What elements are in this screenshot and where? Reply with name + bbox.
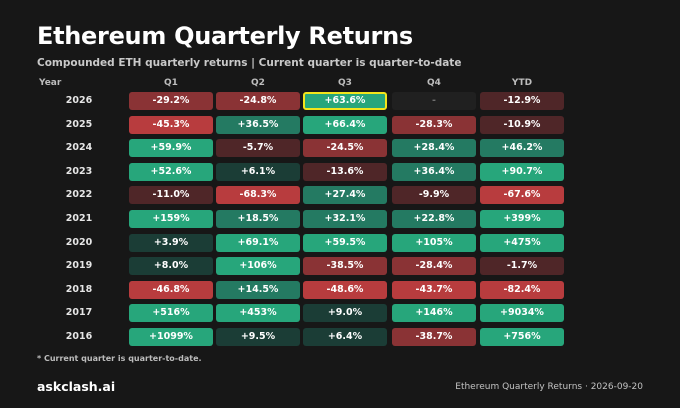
column-header-ytd: YTD bbox=[511, 78, 533, 88]
footnote: * Current quarter is quarter-to-date. bbox=[37, 354, 202, 363]
year-label: 2022 bbox=[65, 189, 93, 201]
table-row: 2019 +8.0% +106% -38.5% -28.4% -1.7% bbox=[34, 255, 650, 279]
return-cell-2017-q4: +146% bbox=[392, 304, 476, 323]
return-cell-2026-q2: -24.8% bbox=[216, 92, 300, 110]
return-cell-2017-q1: +516% bbox=[129, 304, 213, 323]
return-cell-2018-q4: -43.7% bbox=[392, 280, 476, 299]
page-subtitle: Compounded ETH quarterly returns | Curre… bbox=[37, 57, 462, 69]
return-cell-2024-ytd: +46.2% bbox=[480, 139, 564, 158]
year-label: 2025 bbox=[65, 118, 93, 130]
column-header-q1: Q1 bbox=[164, 78, 178, 88]
year-label: 2021 bbox=[65, 212, 93, 224]
return-cell-2026-q4: - bbox=[392, 92, 476, 110]
return-cell-2026-q1: -29.2% bbox=[129, 92, 213, 110]
column-header-q4: Q4 bbox=[427, 78, 441, 88]
footer-caption: Ethereum Quarterly Returns · 2026-09-20 bbox=[455, 382, 643, 392]
return-cell-2016-q4: -38.7% bbox=[392, 327, 476, 346]
return-cell-2022-q2: -68.3% bbox=[216, 186, 300, 205]
table-row: 2016 +1099% +9.5% +6.4% -38.7% +756% bbox=[34, 326, 650, 350]
return-cell-2022-q3: +27.4% bbox=[303, 186, 387, 205]
table-row: 2018 -46.8% +14.5% -48.6% -43.7% -82.4% bbox=[34, 279, 650, 303]
return-cell-2019-q2: +106% bbox=[216, 257, 300, 276]
table-body: 2026 -29.2% -24.8% +63.6% - -12.9% 2025 -45.3% +… bbox=[34, 90, 650, 350]
return-cell-2020-q3: +59.5% bbox=[303, 233, 387, 252]
return-cell-2025-q1: -45.3% bbox=[129, 115, 213, 134]
return-cell-2020-q1: +3.9% bbox=[129, 233, 213, 252]
column-header-year: Year bbox=[39, 78, 62, 88]
return-cell-2018-q3: -48.6% bbox=[303, 280, 387, 299]
return-cell-2024-q2: -5.7% bbox=[216, 139, 300, 158]
return-cell-2019-q3: -38.5% bbox=[303, 257, 387, 276]
year-label: 2026 bbox=[65, 95, 93, 106]
year-label: 2019 bbox=[65, 260, 93, 272]
return-cell-2023-ytd: +90.7% bbox=[480, 162, 564, 181]
column-header-q3: Q3 bbox=[338, 78, 352, 88]
year-label: 2016 bbox=[65, 330, 93, 342]
table-row: 2024 +59.9% -5.7% -24.5% +28.4% +46.2% bbox=[34, 137, 650, 161]
return-cell-2024-q3: -24.5% bbox=[303, 139, 387, 158]
return-cell-2021-ytd: +399% bbox=[480, 209, 564, 228]
brand-logo-text: askclash.ai bbox=[37, 379, 116, 394]
return-cell-2016-ytd: +756% bbox=[480, 327, 564, 346]
returns-heatmap-table: Year Q1 Q2 Q3 Q4 YTD 2026 -29.2% -24.8% +63.6% - -… bbox=[34, 76, 650, 350]
return-cell-2017-q3: +9.0% bbox=[303, 304, 387, 323]
table-row: 2025 -45.3% +36.5% +66.4% -28.3% -10.9% bbox=[34, 114, 650, 138]
return-cell-2016-q1: +1099% bbox=[129, 327, 213, 346]
return-cell-2019-ytd: -1.7% bbox=[480, 257, 564, 276]
table-row: 2023 +52.6% +6.1% -13.6% +36.4% +90.7% bbox=[34, 161, 650, 185]
return-cell-2026-q3: +63.6% bbox=[303, 92, 387, 110]
return-cell-2021-q2: +18.5% bbox=[216, 209, 300, 228]
table-row: 2021 +159% +18.5% +32.1% +22.8% +399% bbox=[34, 208, 650, 232]
return-cell-2022-q4: -9.9% bbox=[392, 186, 476, 205]
return-cell-2022-q1: -11.0% bbox=[129, 186, 213, 205]
year-label: 2024 bbox=[65, 142, 93, 154]
table-row: 2017 +516% +453% +9.0% +146% +9034% bbox=[34, 302, 650, 326]
return-cell-2024-q4: +28.4% bbox=[392, 139, 476, 158]
return-cell-2023-q3: -13.6% bbox=[303, 162, 387, 181]
return-cell-2023-q4: +36.4% bbox=[392, 162, 476, 181]
return-cell-2017-ytd: +9034% bbox=[480, 304, 564, 323]
return-cell-2021-q3: +32.1% bbox=[303, 209, 387, 228]
year-label: 2023 bbox=[65, 165, 93, 177]
return-cell-2022-ytd: -67.6% bbox=[480, 186, 564, 205]
return-cell-2016-q2: +9.5% bbox=[216, 327, 300, 346]
table-header-row: Year Q1 Q2 Q3 Q4 YTD bbox=[34, 76, 650, 90]
return-cell-2026-ytd: -12.9% bbox=[480, 92, 564, 110]
return-cell-2023-q2: +6.1% bbox=[216, 162, 300, 181]
return-cell-2018-ytd: -82.4% bbox=[480, 280, 564, 299]
return-cell-2025-ytd: -10.9% bbox=[480, 115, 564, 134]
return-cell-2024-q1: +59.9% bbox=[129, 139, 213, 158]
table-row: 2020 +3.9% +69.1% +59.5% +105% +475% bbox=[34, 232, 650, 256]
return-cell-2020-q2: +69.1% bbox=[216, 233, 300, 252]
return-cell-2019-q4: -28.4% bbox=[392, 257, 476, 276]
return-cell-2018-q2: +14.5% bbox=[216, 280, 300, 299]
return-cell-2025-q2: +36.5% bbox=[216, 115, 300, 134]
return-cell-2016-q3: +6.4% bbox=[303, 327, 387, 346]
page-title: Ethereum Quarterly Returns bbox=[37, 22, 413, 50]
year-label: 2017 bbox=[65, 307, 93, 319]
table-row: 2022 -11.0% -68.3% +27.4% -9.9% -67.6% bbox=[34, 184, 650, 208]
table-row: 2026 -29.2% -24.8% +63.6% - -12.9% bbox=[34, 90, 650, 114]
return-cell-2018-q1: -46.8% bbox=[129, 280, 213, 299]
return-cell-2020-q4: +105% bbox=[392, 233, 476, 252]
return-cell-2017-q2: +453% bbox=[216, 304, 300, 323]
return-cell-2025-q4: -28.3% bbox=[392, 115, 476, 134]
return-cell-2020-ytd: +475% bbox=[480, 233, 564, 252]
return-cell-2019-q1: +8.0% bbox=[129, 257, 213, 276]
return-cell-2025-q3: +66.4% bbox=[303, 115, 387, 134]
return-cell-2021-q1: +159% bbox=[129, 209, 213, 228]
year-label: 2020 bbox=[65, 236, 93, 248]
return-cell-2023-q1: +52.6% bbox=[129, 162, 213, 181]
return-cell-2021-q4: +22.8% bbox=[392, 209, 476, 228]
year-label: 2018 bbox=[65, 283, 93, 295]
column-header-q2: Q2 bbox=[251, 78, 265, 88]
